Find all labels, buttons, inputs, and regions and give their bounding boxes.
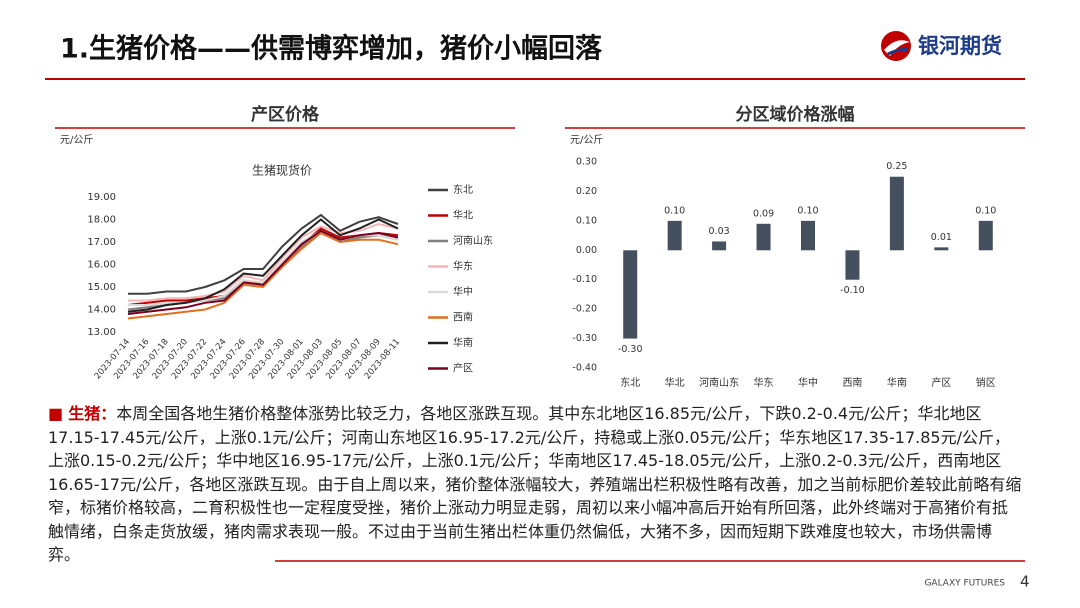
body-label: 生猪：: [68, 404, 117, 423]
bar: [801, 220, 815, 251]
y-tick-label: -0.10: [572, 274, 597, 285]
y-tick-label: 14.00: [87, 305, 116, 316]
y-tick-label: 18.00: [87, 215, 116, 226]
y-tick-label: 19.00: [87, 192, 116, 203]
series-line: [127, 218, 399, 313]
bar: [667, 220, 682, 251]
y-tick-label: -0.40: [572, 363, 597, 374]
body-text: ■ 生猪：本周全国各地生猪价格整体涨势比较乏力，各地区涨跌互现。其中东北地区16…: [48, 402, 1023, 567]
y-tick-label: 16.00: [87, 260, 116, 271]
section-header: 产区价格: [251, 104, 320, 125]
value-label: 0.10: [975, 205, 996, 216]
x-tick-label: 华中: [798, 376, 818, 389]
value-label: 0.10: [797, 205, 818, 216]
slide-title: 1.生猪价格——供需博弈增加，猪价小幅回落: [60, 33, 603, 65]
x-tick-label: 西南: [842, 376, 862, 389]
bullet: ■: [48, 404, 69, 423]
bar: [756, 223, 771, 251]
value-label: 0.09: [753, 208, 774, 219]
section-header: 分区域价格涨幅: [736, 104, 855, 125]
y-tick-label: 15.00: [87, 282, 116, 293]
x-tick-label: 华北: [665, 376, 685, 389]
bar: [712, 241, 727, 251]
footer-brand: GALAXY FUTURES: [924, 579, 1005, 589]
logo: 银河期货: [881, 31, 1002, 61]
legend-label: 华东: [453, 260, 473, 273]
value-label: 0.01: [931, 232, 952, 243]
y-tick-label: 13.00: [87, 327, 116, 338]
value-label: 0.03: [709, 226, 730, 237]
y-tick-label: 17.00: [87, 237, 116, 248]
bar: [845, 250, 860, 280]
x-tick-label: 东北: [620, 376, 640, 389]
y-tick-label: 0.20: [576, 186, 597, 197]
value-label: -0.10: [840, 285, 865, 296]
legend-label: 河南山东: [453, 234, 493, 247]
body-paragraph: 本周全国各地生猪价格整体涨势比较乏力，各地区涨跌互现。其中东北地区16.85元/…: [48, 404, 1022, 564]
legend-label: 华南: [453, 336, 473, 349]
x-tick-label: 销区: [976, 376, 996, 389]
x-tick-label: 河南山东: [699, 376, 739, 389]
value-label: -0.30: [618, 344, 643, 355]
legend-label: 产区: [453, 362, 473, 375]
x-tick-label: 华南: [887, 376, 907, 389]
y-tick-label: 0.10: [576, 215, 597, 226]
bar: [889, 176, 904, 251]
bar: [623, 250, 638, 339]
y-tick-label: -0.30: [572, 333, 597, 344]
unit-label: 元/公斤: [60, 134, 93, 146]
series-line: [128, 213, 399, 295]
bar: [978, 220, 993, 251]
legend-label: 华北: [453, 209, 473, 222]
value-label: 0.10: [664, 205, 685, 216]
legend-label: 华中: [453, 285, 473, 298]
legend-label: 西南: [453, 311, 473, 324]
x-tick-label: 产区: [931, 376, 951, 389]
y-tick-label: 0.00: [576, 245, 597, 256]
bar: [934, 247, 949, 251]
value-label: 0.25: [886, 161, 907, 172]
series-line: [127, 229, 399, 315]
series-line: [127, 231, 399, 320]
legend-label: 东北: [453, 183, 473, 196]
y-tick-label: 0.30: [576, 157, 597, 168]
unit-label: 元/公斤: [570, 134, 603, 146]
y-tick-label: -0.20: [572, 304, 597, 315]
logo-text: 银河期货: [918, 34, 1002, 58]
chart-title: 生猪现货价: [252, 163, 312, 178]
x-tick-label: 华东: [754, 376, 774, 389]
page-number: 4: [1020, 573, 1030, 591]
